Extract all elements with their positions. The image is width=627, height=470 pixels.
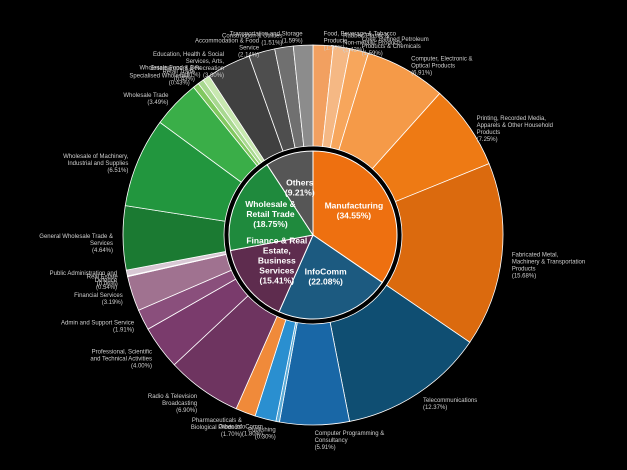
inner-slice-others — [266, 150, 314, 237]
outer-labels: Food, Beverage & Tobacco Products (1.70%)R… — [39, 31, 585, 451]
inner-labels: Manufacturing (34.55%) InfoComm (22.08%)Fin… — [245, 178, 383, 287]
outer-slice-transportation-and-storage — [292, 44, 314, 147]
outer-label-accommodation-food-service: Accommodation & Food Service (2.14%) — [195, 38, 260, 58]
outer-label-professional-scientific-and-technical-activities: Professional, Scientific and Technical Ac… — [90, 350, 152, 370]
inner-slice-wholesale-retail-trade — [228, 163, 314, 252]
outer-label-telecommunications: Telecommunications (12.37%) — [423, 398, 477, 411]
outer-label-printing-recorded-media-apparels-other-household-products: Printing, Recorded Media, Apparels & Othe… — [477, 116, 553, 143]
inner-slice-manufacturing — [312, 150, 398, 284]
inner-label-infocomm: InfoComm (22.08%) — [305, 266, 347, 286]
outer-slice-fabricated-metal-machinery-transportation-products — [385, 163, 504, 343]
inner-label-wholesale-retail-trade: Wholesale & Retail Trade (18.75%) — [245, 199, 296, 229]
outer-label-fabricated-metal-machinery-transportation-products: Fabricated Metal, Machinery & Transportat… — [512, 252, 585, 279]
outer-ring — [122, 44, 504, 426]
outer-label-education-health-social-services-arts-entertainment-recreation: Education, Health & Social Services, Arts… — [150, 52, 224, 79]
inner-label-finance-real-estate-business-services: Finance & Real Estate, Business Services (15… — [246, 236, 307, 286]
outer-label-transportation-and-storage: Transportation and Storage (1.59%) — [230, 31, 303, 44]
outer-label-wholesale-food-bev: Wholesale Food & Bev (0.51%) — [139, 66, 200, 79]
outer-label-retail-trade: Retail Trade (0.43%) — [162, 70, 195, 83]
inner-slice-infocomm — [278, 234, 384, 320]
outer-label-real-estate: Real Estate (0.06%) — [87, 274, 119, 287]
inner-label-others: Others (9.21%) — [285, 178, 315, 198]
outer-label-financial-services: Financial Services (3.19%) — [74, 293, 123, 306]
inner-slice-finance-real-estate-business-services — [229, 234, 314, 313]
outer-label-computer-electronic-optical-products: Computer, Electronic & Optical Products (6… — [411, 57, 472, 77]
outer-label-rubber-plastic-non-metallic-products: Rubber, Plastic & Non-metallic Products (1… — [343, 33, 402, 53]
outer-label-wholesale-trade: Wholesale Trade (3.49%) — [123, 93, 169, 106]
outer-label-construction-utilities: Construction & Utilities (1.51%) — [222, 33, 282, 46]
inner-ring — [228, 150, 398, 320]
outer-label-wholesale-of-machinery-industrial-and-supplies: Wholesale of Machinery, Industrial and Su… — [63, 154, 129, 174]
outer-label-other-infocomm: Other InfoComm (1.80%) — [219, 425, 263, 438]
outer-label-pharmaceuticals-biological-products: Pharmaceuticals & Biological Products (1.7… — [191, 418, 242, 438]
outer-label-coke-refined-petroleum-products-chemicals: Coke, Refined Petroleum Products & Chemic… — [362, 37, 429, 57]
inner-label-manufacturing: Manufacturing (34.55%) — [325, 200, 384, 220]
outer-label-food-beverage-tobacco-products: Food, Beverage & Tobacco Products (1.70%) — [324, 31, 397, 51]
outer-label-publishing: Publishing (0.30%) — [248, 428, 276, 441]
outer-label-general-wholesale-trade-services: General Wholesale Trade & Services (4.64%) — [39, 234, 113, 254]
outer-label-specialised-wholesale: Specialised Wholesale (0.43%) — [129, 73, 190, 86]
outer-label-public-administration-and-defence: Public Administration and Defence (0.54%) — [50, 271, 118, 291]
outer-label-admin-and-support-service: Admin and Support Service (1.91%) — [61, 320, 135, 333]
outer-label-computer-programming-consultancy: Computer Programming & Consultancy (5.91%) — [315, 431, 385, 451]
outer-label-radio-television-broadcasting: Radio & Television Broadcasting (6.90%) — [148, 394, 197, 414]
